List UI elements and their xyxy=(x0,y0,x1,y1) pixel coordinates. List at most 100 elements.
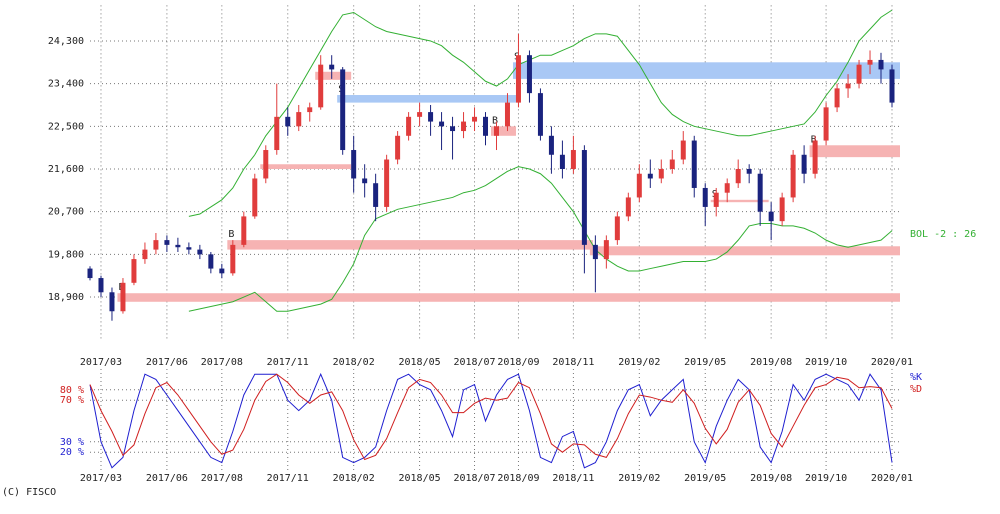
x-tick-label: 2017/03 xyxy=(80,357,122,368)
candle-body xyxy=(559,154,565,169)
candle-body xyxy=(450,126,456,132)
legend-entry: %K xyxy=(910,372,922,383)
candle-body xyxy=(867,59,873,65)
candle-body xyxy=(680,140,686,160)
candle-body xyxy=(197,249,203,255)
candle-body xyxy=(779,197,785,222)
x-tick-label: 2018/07 xyxy=(453,473,495,484)
x-tick-label: 2018/05 xyxy=(399,473,441,484)
candle-body xyxy=(395,135,401,160)
y-tick-label: 70 % xyxy=(60,395,84,406)
candle-body xyxy=(570,150,576,169)
candle-body xyxy=(493,126,499,136)
candle-body xyxy=(120,282,126,312)
candle-body xyxy=(845,83,851,89)
x-tick-label: 2017/08 xyxy=(201,357,243,368)
x-tick-label: 2017/11 xyxy=(267,357,309,368)
candle-body xyxy=(757,173,763,212)
bollinger-band xyxy=(188,166,893,312)
candle-body xyxy=(296,112,302,127)
candle-body xyxy=(208,254,214,269)
signal-zone xyxy=(337,95,516,103)
candle-body xyxy=(735,168,741,184)
signal-zone xyxy=(117,293,900,302)
candle-body xyxy=(746,168,752,174)
x-tick-label: 2017/11 xyxy=(267,473,309,484)
candle-body xyxy=(625,197,631,217)
x-tick-label: 2019/08 xyxy=(750,473,792,484)
x-tick-label: 2018/05 xyxy=(399,357,441,368)
x-tick-label: 2019/10 xyxy=(805,473,847,484)
candle-body xyxy=(98,278,104,293)
bollinger-label: BOL -2 : 26 xyxy=(910,229,976,240)
signal-label: B xyxy=(811,134,817,145)
candle-body xyxy=(230,244,236,274)
candle-body xyxy=(823,107,829,141)
signal-zone xyxy=(315,71,352,80)
x-tick-label: 2018/11 xyxy=(552,357,594,368)
candle-body xyxy=(87,268,93,279)
candle-body xyxy=(647,173,653,179)
candle-body xyxy=(768,211,774,222)
candle-body xyxy=(252,178,258,217)
candle-body xyxy=(109,292,115,312)
y-tick-label: 19,800 xyxy=(48,249,84,260)
signal-zone xyxy=(512,62,900,79)
candle-body xyxy=(373,183,379,207)
candle-body xyxy=(142,249,148,260)
candle-body xyxy=(702,187,708,207)
candle-body xyxy=(428,112,434,122)
candle-body xyxy=(164,240,170,245)
candle-body xyxy=(801,154,807,174)
stochastic-line xyxy=(89,372,893,469)
candle-body xyxy=(362,178,368,184)
candle-body xyxy=(285,116,291,127)
signal-zone xyxy=(589,246,900,256)
signal-zone xyxy=(809,145,900,158)
signal-label: B xyxy=(228,229,234,240)
x-tick-label: 2018/11 xyxy=(552,473,594,484)
signal-zone xyxy=(710,199,769,203)
x-tick-label: 2018/02 xyxy=(333,473,375,484)
candle-body xyxy=(153,240,159,250)
x-tick-label: 2018/09 xyxy=(497,357,539,368)
y-tick-label: 80 % xyxy=(60,385,84,396)
candle-body xyxy=(724,183,730,193)
candle-body xyxy=(417,112,423,117)
x-tick-label: 2019/05 xyxy=(684,473,726,484)
x-tick-label: 2019/02 xyxy=(618,357,660,368)
candle-body xyxy=(241,216,247,245)
candle-body xyxy=(856,64,862,84)
candle-body xyxy=(603,240,609,260)
candle-body xyxy=(318,64,324,108)
stochastic-line xyxy=(89,373,893,461)
x-tick-label: 2017/03 xyxy=(80,473,122,484)
candle-body xyxy=(472,116,478,122)
candle-body xyxy=(307,107,313,113)
candle-body xyxy=(592,244,598,260)
x-tick-label: 2019/10 xyxy=(805,357,847,368)
y-tick-label: 21,600 xyxy=(48,164,84,175)
y-tick-label: 18,900 xyxy=(48,292,84,303)
y-tick-label: 30 % xyxy=(60,437,84,448)
candle-body xyxy=(131,259,137,283)
candle-body xyxy=(812,140,818,174)
y-tick-label: 22,500 xyxy=(48,121,84,132)
candle-body xyxy=(186,247,192,250)
legend-entry: %D xyxy=(910,384,922,395)
candle-body xyxy=(340,69,346,151)
candle-body xyxy=(526,55,532,94)
signal-zone xyxy=(260,164,352,169)
candle-body xyxy=(351,150,357,179)
candle-body xyxy=(219,268,225,274)
x-tick-label: 2019/05 xyxy=(684,357,726,368)
candle-body xyxy=(175,244,181,248)
candle-body xyxy=(834,88,840,108)
signal-zone xyxy=(227,240,593,250)
candle-body xyxy=(263,150,269,179)
x-tick-label: 2020/01 xyxy=(871,473,913,484)
y-tick-label: 24,300 xyxy=(48,36,84,47)
x-tick-label: 2018/07 xyxy=(453,357,495,368)
signal-zone xyxy=(491,126,516,136)
